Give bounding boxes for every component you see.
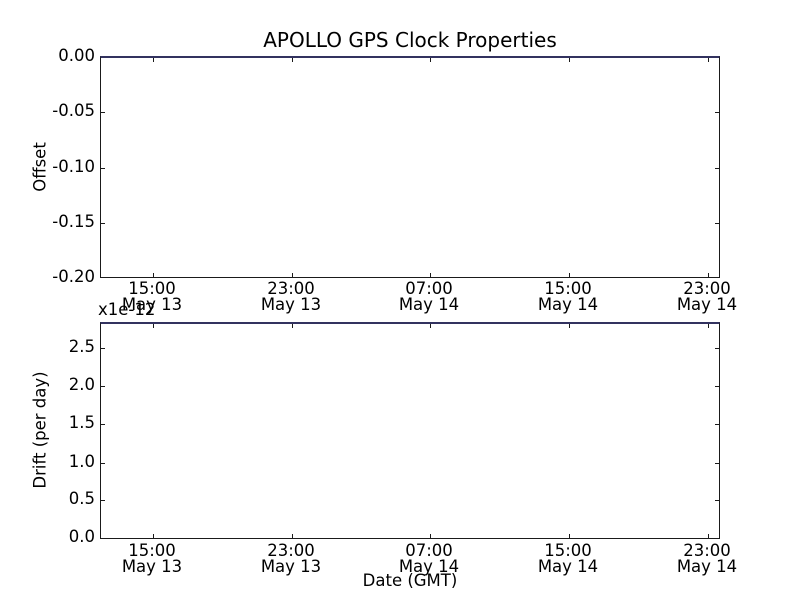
y-tick-label: 1.5: [68, 413, 95, 432]
x-tick-mark: [292, 534, 293, 538]
x-tick-mark: [430, 324, 431, 328]
y-tick-label: 2.5: [68, 337, 95, 356]
x-tick-label: 23:00 May 14: [676, 541, 738, 576]
y-tick-mark: [715, 348, 719, 349]
drift-subplot-axes: [100, 322, 720, 539]
x-axis-label: Date (GMT): [362, 571, 458, 590]
x-tick-label: 15:00 May 13: [121, 279, 183, 314]
x-tick-label: 15:00 May 13: [121, 541, 183, 576]
x-tick-mark: [708, 58, 709, 62]
x-tick-label: 07:00 May 14: [398, 279, 460, 314]
y-tick-label: -0.20: [52, 267, 95, 286]
x-tick-mark: [153, 534, 154, 538]
y-tick-mark: [101, 500, 105, 501]
y-tick-mark: [101, 386, 105, 387]
y-tick-mark: [101, 223, 105, 224]
x-tick-label: 07:00 May 14: [398, 541, 460, 576]
x-tick-mark: [708, 273, 709, 277]
y-tick-mark: [101, 348, 105, 349]
x-tick-mark: [569, 324, 570, 328]
y-tick-mark: [715, 223, 719, 224]
x-tick-label: 15:00 May 14: [537, 279, 599, 314]
y-tick-mark: [715, 500, 719, 501]
x-tick-mark: [292, 273, 293, 277]
x-tick-label: 23:00 May 13: [260, 541, 322, 576]
x-tick-mark: [569, 58, 570, 62]
y-tick-mark: [101, 463, 105, 464]
y-tick-label: 0.00: [58, 46, 95, 65]
x-tick-mark: [153, 324, 154, 328]
y-tick-label: -0.15: [52, 212, 95, 231]
y-tick-mark: [101, 424, 105, 425]
y-tick-label: -0.05: [52, 101, 95, 120]
x-tick-label: 23:00 May 13: [260, 279, 322, 314]
offset-subplot-axes: [100, 56, 720, 278]
x-tick-mark: [569, 534, 570, 538]
y-tick-mark: [715, 386, 719, 387]
x-tick-label: 23:00 May 14: [676, 279, 738, 314]
x-tick-mark: [708, 534, 709, 538]
y-tick-mark: [715, 168, 719, 169]
y-tick-label: 0.0: [68, 527, 95, 546]
x-tick-label: 15:00 May 14: [537, 541, 599, 576]
x-tick-mark: [292, 324, 293, 328]
x-tick-mark: [430, 534, 431, 538]
x-tick-mark: [430, 58, 431, 62]
y-tick-mark: [715, 463, 719, 464]
y-tick-mark: [715, 424, 719, 425]
x-tick-mark: [430, 273, 431, 277]
y-tick-label: 1.0: [68, 452, 95, 471]
x-tick-mark: [569, 273, 570, 277]
y-tick-label: -0.10: [52, 157, 95, 176]
y-tick-label: 0.5: [68, 489, 95, 508]
y-tick-mark: [101, 112, 105, 113]
y-axis-offset-multiplier: x1e-12: [98, 300, 156, 319]
y-tick-label: 2.0: [68, 375, 95, 394]
x-tick-mark: [708, 324, 709, 328]
x-tick-mark: [153, 273, 154, 277]
y-tick-mark: [715, 112, 719, 113]
chart-title: APOLLO GPS Clock Properties: [263, 28, 557, 52]
x-tick-mark: [153, 58, 154, 62]
x-tick-mark: [292, 58, 293, 62]
y-tick-mark: [101, 168, 105, 169]
